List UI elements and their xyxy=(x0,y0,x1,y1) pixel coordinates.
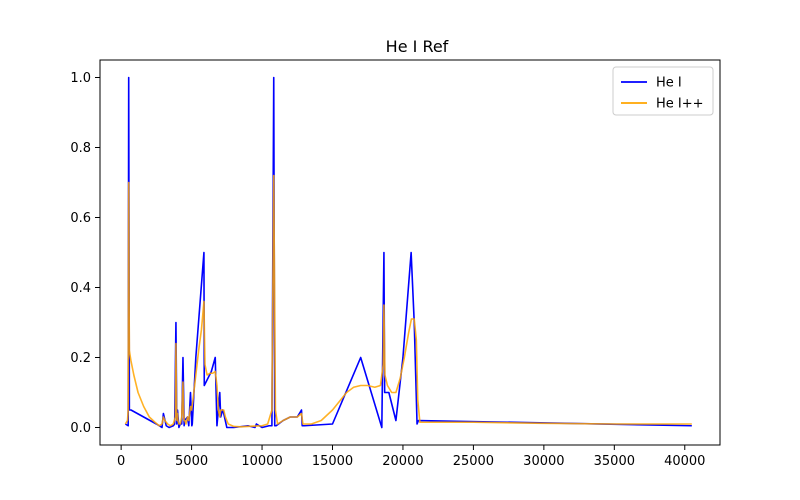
legend-label-1: He I++ xyxy=(656,97,704,112)
x-tick-label-7: 35000 xyxy=(594,454,635,469)
y-tick-label-2: 0.4 xyxy=(70,281,91,296)
plot-area xyxy=(124,76,692,429)
x-tick-label-6: 30000 xyxy=(523,454,564,469)
x-tick-label-4: 20000 xyxy=(382,454,423,469)
y-tick-label-0: 0.0 xyxy=(70,421,91,436)
x-tick-label-5: 25000 xyxy=(453,454,494,469)
series-line-1 xyxy=(124,174,692,428)
x-tick-label-1: 5000 xyxy=(175,454,208,469)
axes: 0 5000 10000 15000 20000 25000 30000 35000 40000… xyxy=(70,59,721,469)
x-tick-label-8: 40000 xyxy=(664,454,705,469)
x-tick-label-3: 15000 xyxy=(312,454,353,469)
y-tick-label-3: 0.6 xyxy=(70,211,91,226)
chart-title: He I Ref xyxy=(386,37,449,56)
legend-label-0: He I xyxy=(656,76,682,91)
y-tick-label-1: 0.2 xyxy=(70,351,91,366)
y-tick-label-4: 0.8 xyxy=(70,141,91,156)
x-tick-label-0: 0 xyxy=(117,454,125,469)
legend: He I He I++ xyxy=(612,66,714,116)
y-tick-label-5: 1.0 xyxy=(70,71,91,86)
x-tick-label-2: 10000 xyxy=(241,454,282,469)
axes-frame xyxy=(99,59,721,446)
series-line-0 xyxy=(124,76,692,429)
